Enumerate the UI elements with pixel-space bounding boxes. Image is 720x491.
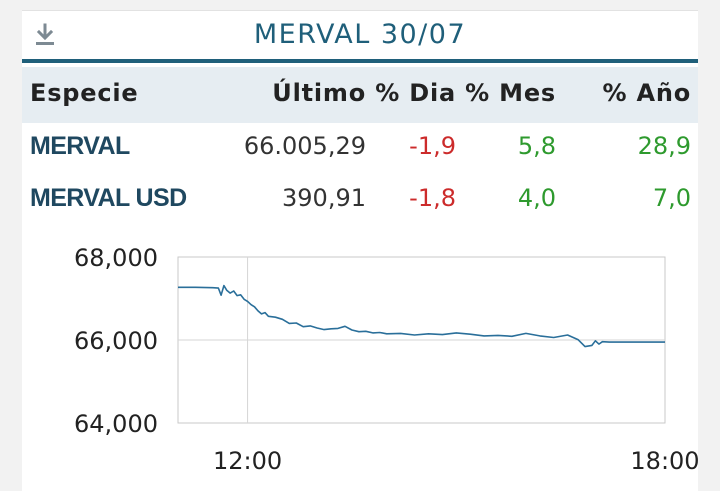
col-ultimo: Último <box>272 79 366 107</box>
col-anio: % Año <box>602 79 691 107</box>
table-row[interactable]: MERVAL 66.005,29 -1,9 5,8 28,9 <box>22 123 698 177</box>
col-mes: % Mes <box>465 79 556 107</box>
row-mes: 5,8 <box>517 132 556 160</box>
y-tick-label: 66,000 <box>74 327 158 355</box>
row-ultimo: 390,91 <box>282 184 366 212</box>
y-tick-label: 64,000 <box>74 410 158 438</box>
table-row[interactable]: MERVAL USD 390,91 -1,8 4,0 7,0 <box>22 175 698 229</box>
page-title: MERVAL 30/07 <box>253 19 467 50</box>
series-line <box>178 284 665 348</box>
row-mes: 4,0 <box>517 184 556 212</box>
row-ultimo: 66.005,29 <box>243 132 366 160</box>
merval-card: MERVAL 30/07 Especie Último % Dia % Mes … <box>22 10 698 491</box>
x-tick-label: 18:00 <box>630 447 699 475</box>
row-especie[interactable]: MERVAL USD <box>30 184 187 212</box>
download-icon[interactable] <box>33 23 57 47</box>
table-header: Especie Último % Dia % Mes % Año <box>22 67 698 123</box>
x-tick-label: 12:00 <box>213 447 282 475</box>
row-anio: 28,9 <box>637 132 691 160</box>
card-header: MERVAL 30/07 <box>22 11 698 63</box>
y-tick-label: 68,000 <box>74 244 158 272</box>
col-dia: % Dia <box>375 79 456 107</box>
row-anio: 7,0 <box>652 184 691 212</box>
row-especie[interactable]: MERVAL <box>30 132 130 160</box>
row-dia: -1,8 <box>409 184 456 212</box>
col-especie: Especie <box>30 79 139 107</box>
row-dia: -1,9 <box>409 132 456 160</box>
